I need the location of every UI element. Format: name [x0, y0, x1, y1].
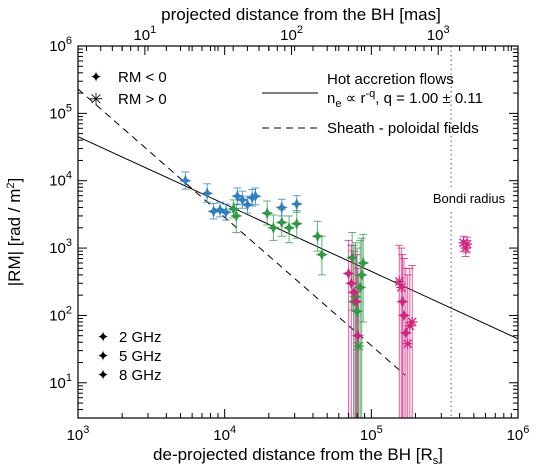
data-point-5-ghz — [349, 290, 362, 303]
top-axis-title: projected distance from the BH [mas] — [161, 5, 441, 24]
data-point-2-ghz — [351, 329, 364, 342]
data-point-2-ghz — [462, 238, 473, 249]
y-axis-title: |RM| [rad / m2] — [5, 178, 24, 286]
data-point-5-ghz — [267, 221, 280, 234]
top-x-tick-label: 103 — [427, 24, 450, 44]
asterisk-stroke — [354, 341, 364, 351]
data-point-5-ghz — [275, 216, 288, 229]
data-point-5-ghz — [283, 221, 296, 234]
data-point-2-ghz — [347, 286, 360, 299]
y-tick-label: 106 — [49, 35, 72, 55]
data-point-5-ghz — [355, 268, 368, 281]
legend-filled-star-marker: ✦ — [90, 69, 103, 86]
legend-8ghz-marker: ✦ — [97, 367, 110, 384]
asterisk-stroke — [459, 238, 468, 248]
data-point-2-ghz — [345, 277, 358, 290]
axes: 103 104 105 106 101 102 103 101 102 103 104 105 106 — [49, 24, 529, 444]
x-axis-title: de-projected distance from the BH [Rs] — [153, 445, 443, 467]
data-point-5-ghz — [261, 207, 274, 220]
data-points — [179, 174, 473, 352]
data-point-8-ghz — [219, 206, 232, 219]
bondi-radius-label: Bondi radius — [433, 191, 506, 206]
data-point-5-ghz — [315, 248, 328, 261]
symbol-legend: ✦ RM < 0 ✳ RM > 0 — [89, 69, 167, 109]
data-point-8-ghz — [246, 191, 259, 204]
x-tick-label: 103 — [67, 424, 90, 444]
asterisk-stroke — [407, 317, 417, 327]
legend-asterisk-marker: ✳ — [89, 90, 103, 109]
data-point-2-ghz — [399, 326, 412, 339]
legend-sheath-label: Sheath - poloidal fields — [327, 120, 479, 137]
data-point-5-ghz — [354, 281, 367, 294]
x-tick-label: 104 — [213, 424, 236, 444]
legend-2ghz-label: 2 GHz — [119, 329, 162, 346]
data-point-8-ghz — [249, 190, 262, 203]
legend-5ghz-label: 5 GHz — [119, 348, 162, 365]
data-point-8-ghz — [275, 201, 288, 214]
data-point-2-ghz — [342, 267, 355, 280]
y-tick-label: 102 — [49, 304, 72, 324]
x-tick-label: 106 — [507, 424, 530, 444]
data-point-5-ghz — [357, 257, 370, 270]
data-point-5-ghz — [227, 203, 240, 216]
asterisk-stroke — [462, 239, 472, 249]
data-point-2-ghz — [397, 309, 410, 322]
top-x-tick-label: 101 — [133, 24, 156, 44]
legend-8ghz-label: 8 GHz — [119, 367, 162, 384]
legend-hot-accretion-label: Hot accretion flows — [327, 71, 454, 88]
data-point-5-ghz — [230, 209, 243, 222]
data-point-2-ghz — [396, 295, 409, 308]
data-point-2-ghz — [396, 282, 407, 293]
y-tick-label: 101 — [49, 372, 72, 392]
legend-rm-negative-label: RM < 0 — [118, 69, 167, 86]
legend-rm-positive-label: RM > 0 — [118, 91, 167, 108]
data-point-5-ghz — [353, 341, 364, 352]
data-point-2-ghz — [402, 338, 413, 349]
line-legend: Hot accretion flows ne ∝ r-q, q = 1.00 ±… — [262, 71, 483, 137]
data-point-8-ghz — [179, 174, 192, 187]
plot-frame — [77, 45, 519, 419]
top-x-tick-label: 102 — [280, 24, 303, 44]
data-point-8-ghz — [290, 198, 303, 211]
y-tick-label: 105 — [49, 102, 72, 122]
legend-5ghz-marker: ✦ — [97, 348, 110, 365]
data-point-2-ghz — [407, 316, 418, 327]
data-point-2-ghz — [350, 295, 363, 308]
legend-2ghz-marker: ✦ — [97, 329, 110, 346]
data-point-5-ghz — [290, 217, 303, 230]
data-point-5-ghz — [351, 305, 364, 318]
data-point-8-ghz — [214, 203, 227, 216]
data-point-8-ghz — [236, 193, 249, 206]
data-point-8-ghz — [231, 190, 244, 203]
frequency-legend: ✦ 2 GHz ✦ 5 GHz ✦ 8 GHz — [97, 329, 162, 384]
sheath-model-line — [77, 88, 406, 376]
legend-formula: ne ∝ r-q, q = 1.00 ± 0.11 — [327, 88, 483, 110]
x-tick-label: 105 — [360, 424, 383, 444]
data-point-5-ghz — [311, 230, 324, 243]
asterisk-stroke — [394, 276, 404, 286]
data-point-8-ghz — [207, 205, 220, 218]
data-point-8-ghz — [201, 187, 214, 200]
asterisk-stroke — [396, 283, 406, 292]
y-tick-label: 103 — [49, 237, 72, 257]
y-tick-label: 104 — [49, 170, 72, 190]
data-point-5-ghz — [346, 251, 359, 264]
data-point-8-ghz — [241, 198, 254, 211]
asterisk-stroke — [403, 339, 413, 349]
